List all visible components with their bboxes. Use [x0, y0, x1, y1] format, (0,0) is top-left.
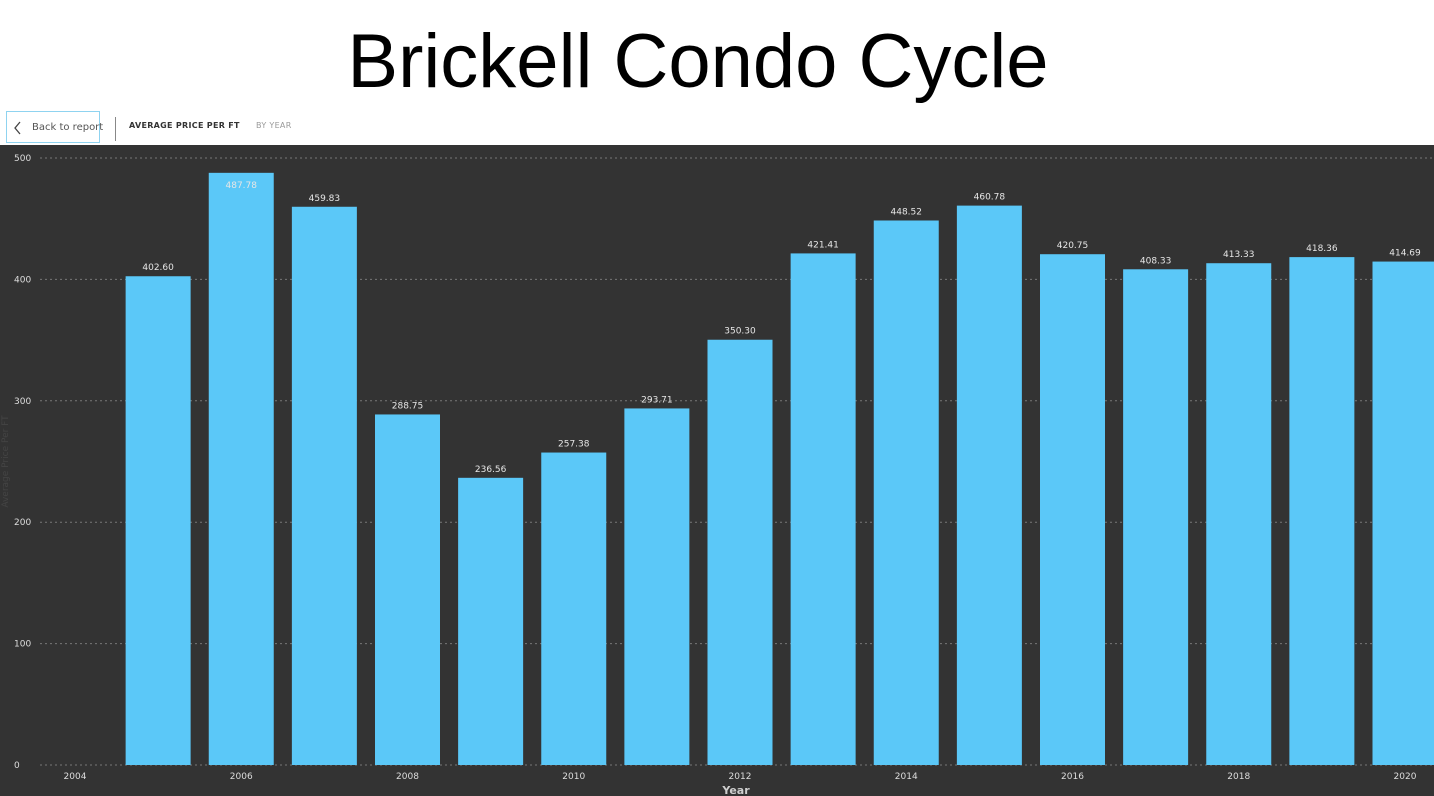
bar — [624, 408, 690, 765]
bar — [1289, 257, 1355, 765]
y-tick-label: 300 — [14, 397, 31, 407]
bar — [125, 276, 191, 765]
data-label: 413.33 — [1223, 250, 1255, 260]
y-tick-label: 400 — [14, 275, 31, 285]
bar — [291, 206, 357, 766]
data-label: 448.52 — [891, 207, 923, 217]
slide-title: Brickell Condo Cycle — [347, 19, 1049, 104]
data-label: 487.78 — [226, 181, 258, 191]
bar-chart: 0 100 200 300 400 500 Average Price Per FT 402.… — [1, 154, 1434, 796]
toolbar-divider — [115, 117, 116, 141]
x-tick-label: 2020 — [1394, 772, 1417, 782]
visual-subtitle: BY YEAR — [256, 121, 292, 130]
x-tick-label: 2018 — [1227, 772, 1250, 782]
back-to-report-button[interactable]: Back to report — [6, 111, 104, 143]
data-label: 402.60 — [142, 263, 174, 273]
data-label: 350.30 — [724, 327, 756, 337]
data-label: 420.75 — [1057, 241, 1089, 251]
bar — [1040, 254, 1105, 765]
bar — [208, 172, 274, 765]
chart-panel: 0 100 200 300 400 500 Average Price Per FT 402.… — [0, 145, 1434, 796]
x-tick-label: 2006 — [230, 772, 253, 782]
y-tick-label: 200 — [14, 518, 31, 528]
data-label: 293.71 — [641, 395, 673, 405]
report-toolbar: Back to report AVERAGE PRICE PER FT BY Y… — [0, 108, 1434, 145]
bar — [790, 253, 856, 765]
data-label: 408.33 — [1140, 256, 1172, 266]
y-tick-label: 0 — [14, 761, 20, 771]
bar — [1123, 269, 1189, 765]
x-tick-label: 2016 — [1061, 772, 1084, 782]
bar — [707, 339, 773, 765]
data-label: 421.41 — [807, 240, 839, 250]
x-tick-label: 2010 — [562, 772, 585, 782]
chevron-left-icon — [14, 121, 21, 135]
data-label: 460.78 — [974, 193, 1006, 203]
x-tick-label: 2014 — [895, 772, 918, 782]
data-label: 288.75 — [392, 401, 424, 411]
y-axis-title: Average Price Per FT — [1, 415, 11, 508]
data-label: 459.83 — [309, 194, 341, 204]
x-tick-label: 2008 — [396, 772, 419, 782]
bar — [1206, 263, 1272, 765]
back-button-label: Back to report — [32, 122, 104, 133]
y-tick-label: 500 — [14, 154, 31, 164]
bar — [956, 205, 1022, 765]
data-label: 418.36 — [1306, 244, 1338, 254]
visual-title: AVERAGE PRICE PER FT — [129, 121, 240, 130]
x-tick-label: 2012 — [729, 772, 752, 782]
x-axis-title: Year — [721, 784, 750, 796]
bar — [541, 452, 607, 765]
data-label: 414.69 — [1389, 249, 1421, 259]
bar — [1372, 261, 1434, 765]
bar — [375, 414, 440, 765]
x-tick-label: 2004 — [64, 772, 87, 782]
y-tick-label: 100 — [14, 640, 31, 650]
bar — [873, 220, 939, 766]
data-label: 236.56 — [475, 465, 507, 475]
bar — [458, 477, 524, 765]
data-label: 257.38 — [558, 440, 590, 450]
